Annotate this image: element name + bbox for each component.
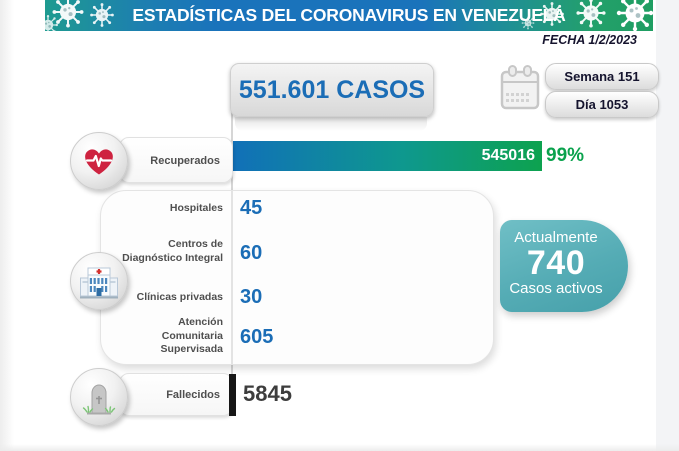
active-cases-value: 740 [526,244,586,282]
facility-value: 30 [240,286,263,308]
deceased-bar [229,374,236,416]
deceased-badge [70,368,128,426]
tombstone-icon [82,384,116,415]
background-edge [656,0,679,451]
background-edge [0,444,679,451]
facility-label: Clínicas privadas [136,291,223,303]
header-banner: ESTADÍSTICAS DEL CORONAVIRUS EN VENEZUEL… [45,0,653,31]
facility-label: Hospitales [169,202,223,214]
hospital-icon [80,267,118,299]
panel-divider [231,191,233,364]
facility-value: 60 [240,242,263,264]
facilities-panel: Hospitales 45 Centros de Diagnóstico Int… [100,190,494,365]
page-title: ESTADÍSTICAS DEL CORONAVIRUS EN VENEZUEL… [132,5,566,25]
deceased-label: Fallecidos [119,373,233,416]
deceased-value: 5845 [243,381,292,406]
recovered-label: Recuperados [119,137,233,183]
recovered-bar: 545016 [233,141,542,171]
total-cases-reflection [235,117,427,131]
facility-label: Centros de Diagnóstico Integral [122,238,223,264]
active-cases-caption: Actualmente [514,229,598,246]
recovered-percent: 99% [546,145,585,166]
active-cases-subcaption: Casos activos [509,280,603,297]
facility-label: Atención Comunitaria Supervisada [160,316,223,355]
week-badge: Semana 151 [545,63,659,90]
facilities-badge [70,252,128,310]
day-badge: Día 1053 [545,91,659,118]
active-cases-card: Actualmente 740 Casos activos [500,220,628,312]
date-label: FECHA 1/2/2023 [542,33,637,47]
background-edge [0,0,14,451]
facility-value: 605 [240,326,274,348]
calendar-icon [500,65,540,110]
recovered-badge [70,132,128,190]
heart-pulse-icon [85,149,113,175]
total-cases-badge: 551.601 CASOS [230,63,434,117]
facility-value: 45 [240,197,263,219]
